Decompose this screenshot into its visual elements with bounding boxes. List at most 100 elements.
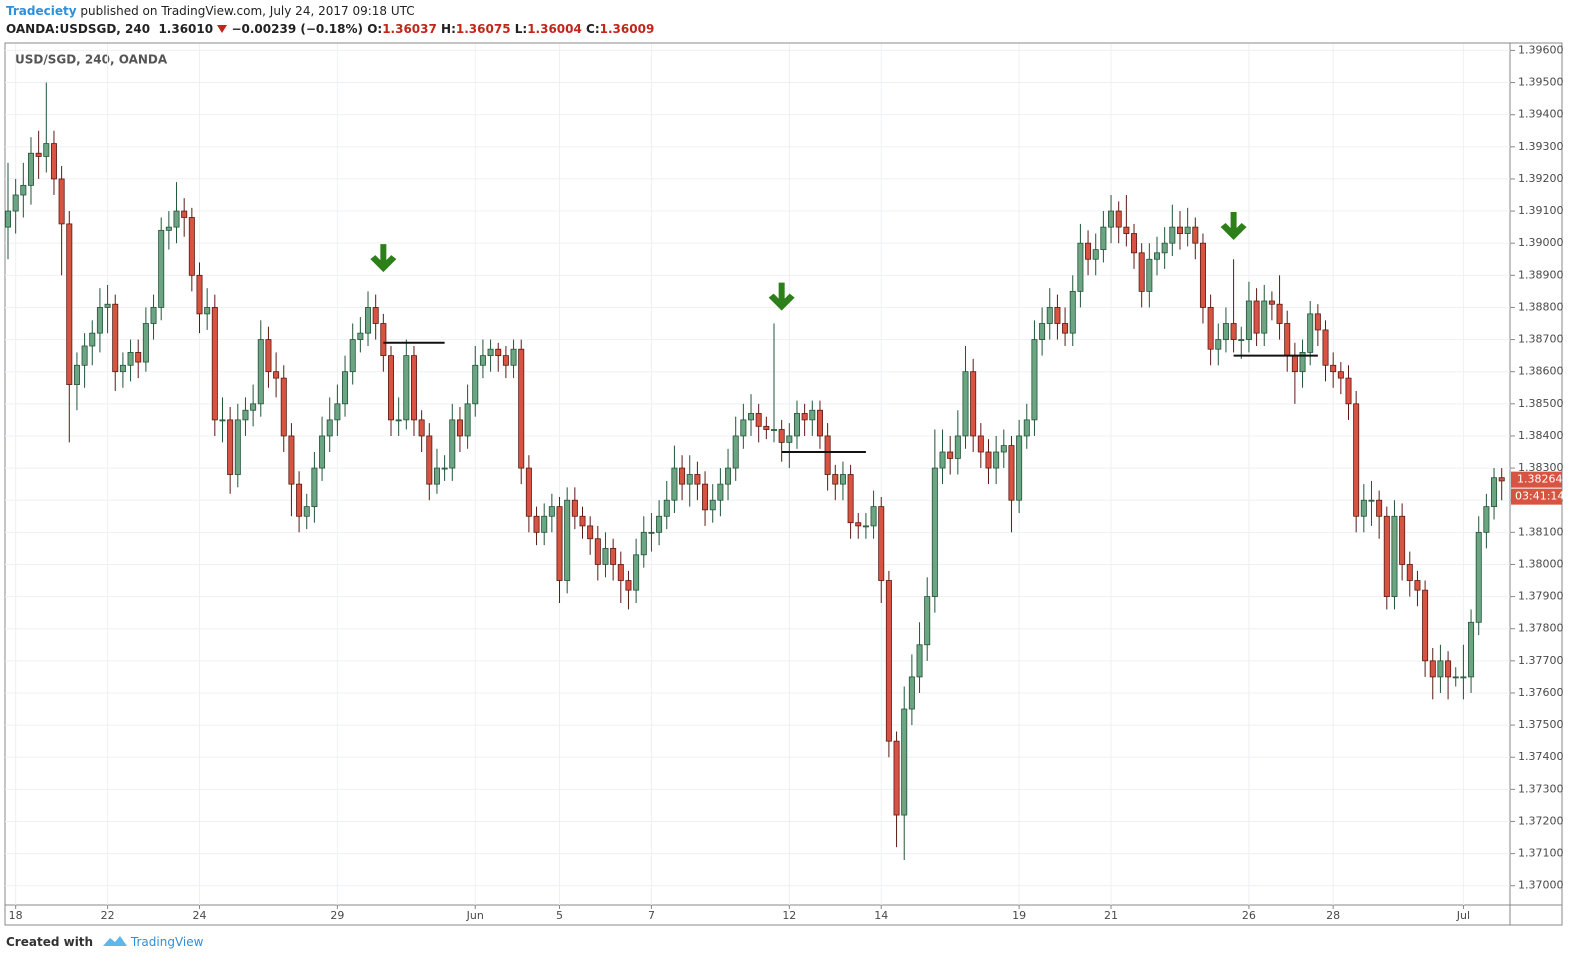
- down-arrow: [1220, 211, 1247, 240]
- candle-body: [1131, 233, 1138, 254]
- low-label: L:: [514, 22, 528, 36]
- candle-body: [847, 474, 854, 524]
- y-tick-label: 1.38400: [1518, 429, 1564, 442]
- chart-title: USD/SGD, 240, OANDA: [15, 53, 168, 67]
- candle-body: [173, 210, 180, 228]
- candle-body: [732, 435, 739, 469]
- candle-body: [1261, 300, 1268, 334]
- candle-body: [150, 307, 157, 324]
- candle-body: [1008, 445, 1015, 501]
- candle-body: [947, 451, 954, 459]
- candle-body: [12, 194, 19, 212]
- candle-body: [924, 596, 931, 646]
- candle-body: [96, 307, 103, 334]
- candle-body: [1016, 435, 1023, 501]
- candle-body: [273, 371, 280, 379]
- candle-body: [380, 323, 387, 357]
- candle-body: [1077, 242, 1084, 292]
- candle-body: [303, 506, 310, 517]
- candle-body: [342, 371, 349, 405]
- candle-body: [1322, 329, 1329, 366]
- x-tick-label: 7: [648, 909, 655, 922]
- brand[interactable]: TradingView: [130, 935, 204, 949]
- y-tick-label: 1.38600: [1518, 365, 1564, 378]
- candle-body: [717, 483, 724, 501]
- publisher[interactable]: Tradeciety: [6, 4, 77, 18]
- candle-body: [158, 229, 165, 308]
- candle-body: [1268, 300, 1275, 305]
- candle-body: [1291, 355, 1298, 373]
- candle-body: [587, 525, 594, 540]
- candle-body: [1353, 403, 1360, 517]
- candle-body: [1184, 226, 1191, 234]
- candle-body: [211, 307, 218, 421]
- candle-body: [35, 152, 42, 157]
- y-tick-label: 1.37900: [1518, 590, 1564, 603]
- candle-body: [1337, 371, 1344, 379]
- candle-body: [962, 371, 969, 437]
- candle-body: [410, 355, 417, 421]
- candle-body: [901, 708, 908, 816]
- candle-body: [426, 435, 433, 485]
- x-tick-label: 26: [1242, 909, 1256, 922]
- candle-body: [1475, 531, 1482, 623]
- candle-body: [403, 355, 410, 421]
- candle-body: [502, 355, 509, 366]
- candle-body: [1468, 621, 1475, 678]
- x-tick-label: 14: [874, 909, 888, 922]
- candle-body: [778, 429, 785, 443]
- candle-body: [196, 274, 203, 315]
- last-price-tag: [1511, 471, 1562, 488]
- candle-body: [977, 435, 984, 453]
- candle-body: [257, 339, 264, 405]
- y-tick-label: 1.37800: [1518, 622, 1564, 635]
- y-tick-label: 1.39500: [1518, 76, 1564, 89]
- symbol-line: OANDA:USDSGD, 240 1.36010 −0.00239 (−0.1…: [6, 22, 654, 36]
- high: 1.36075: [455, 22, 511, 36]
- candle-body: [288, 435, 295, 485]
- candle-body: [135, 352, 142, 363]
- y-tick-label: 1.37600: [1518, 686, 1564, 699]
- y-tick-label: 1.37700: [1518, 654, 1564, 667]
- candle-body: [1414, 580, 1421, 591]
- candle-body: [525, 467, 532, 517]
- candle-body: [1115, 210, 1122, 228]
- candle-body: [1491, 477, 1498, 508]
- candle-body: [311, 467, 318, 508]
- candle-body: [893, 740, 900, 816]
- candle-body: [839, 474, 846, 485]
- candle-body: [1062, 323, 1069, 334]
- last-price: 1.36010: [158, 22, 214, 36]
- candle-body: [1383, 515, 1390, 597]
- y-tick-label: 1.37100: [1518, 847, 1564, 860]
- x-tick-label: 5: [556, 909, 563, 922]
- candle-body: [1176, 226, 1183, 234]
- candle-body: [242, 409, 249, 421]
- candle-body: [280, 377, 287, 437]
- candle-body: [5, 210, 11, 228]
- candle-body: [755, 413, 762, 427]
- candle-body: [1000, 445, 1007, 453]
- candle-body: [686, 474, 693, 485]
- candle-body: [81, 345, 88, 366]
- candle-body: [1391, 515, 1398, 597]
- candle-body: [671, 467, 678, 501]
- y-tick-label: 1.39200: [1518, 172, 1564, 185]
- candle-body: [725, 467, 732, 485]
- down-arrow: [370, 244, 397, 273]
- y-tick-label: 1.38000: [1518, 557, 1564, 570]
- candle-body: [1154, 252, 1161, 260]
- y-tick-label: 1.37500: [1518, 718, 1564, 731]
- candle-body: [449, 419, 456, 469]
- countdown-label: 03:41:14: [1515, 490, 1564, 503]
- candle-body: [510, 348, 517, 366]
- candle-body: [1245, 300, 1252, 340]
- candle-body: [617, 564, 624, 581]
- candle-body: [1146, 258, 1153, 292]
- candle-body: [357, 332, 364, 340]
- candle-body: [571, 499, 578, 517]
- candle-body: [1123, 226, 1130, 234]
- candle-body: [954, 435, 961, 459]
- candle-body: [870, 506, 877, 527]
